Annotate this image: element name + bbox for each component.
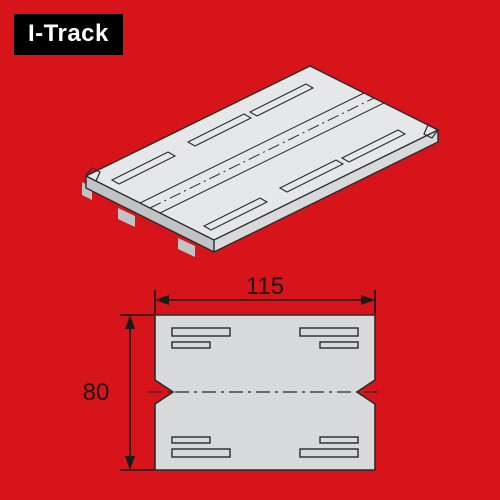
orthographic-view: [148, 315, 382, 470]
diagram-svg: 115 80: [0, 0, 500, 500]
dimension-height-label: 80: [83, 379, 110, 406]
diagram-canvas: I-Track: [0, 0, 500, 500]
product-badge: I-Track: [14, 14, 123, 55]
dimension-width-label: 115: [246, 273, 284, 300]
